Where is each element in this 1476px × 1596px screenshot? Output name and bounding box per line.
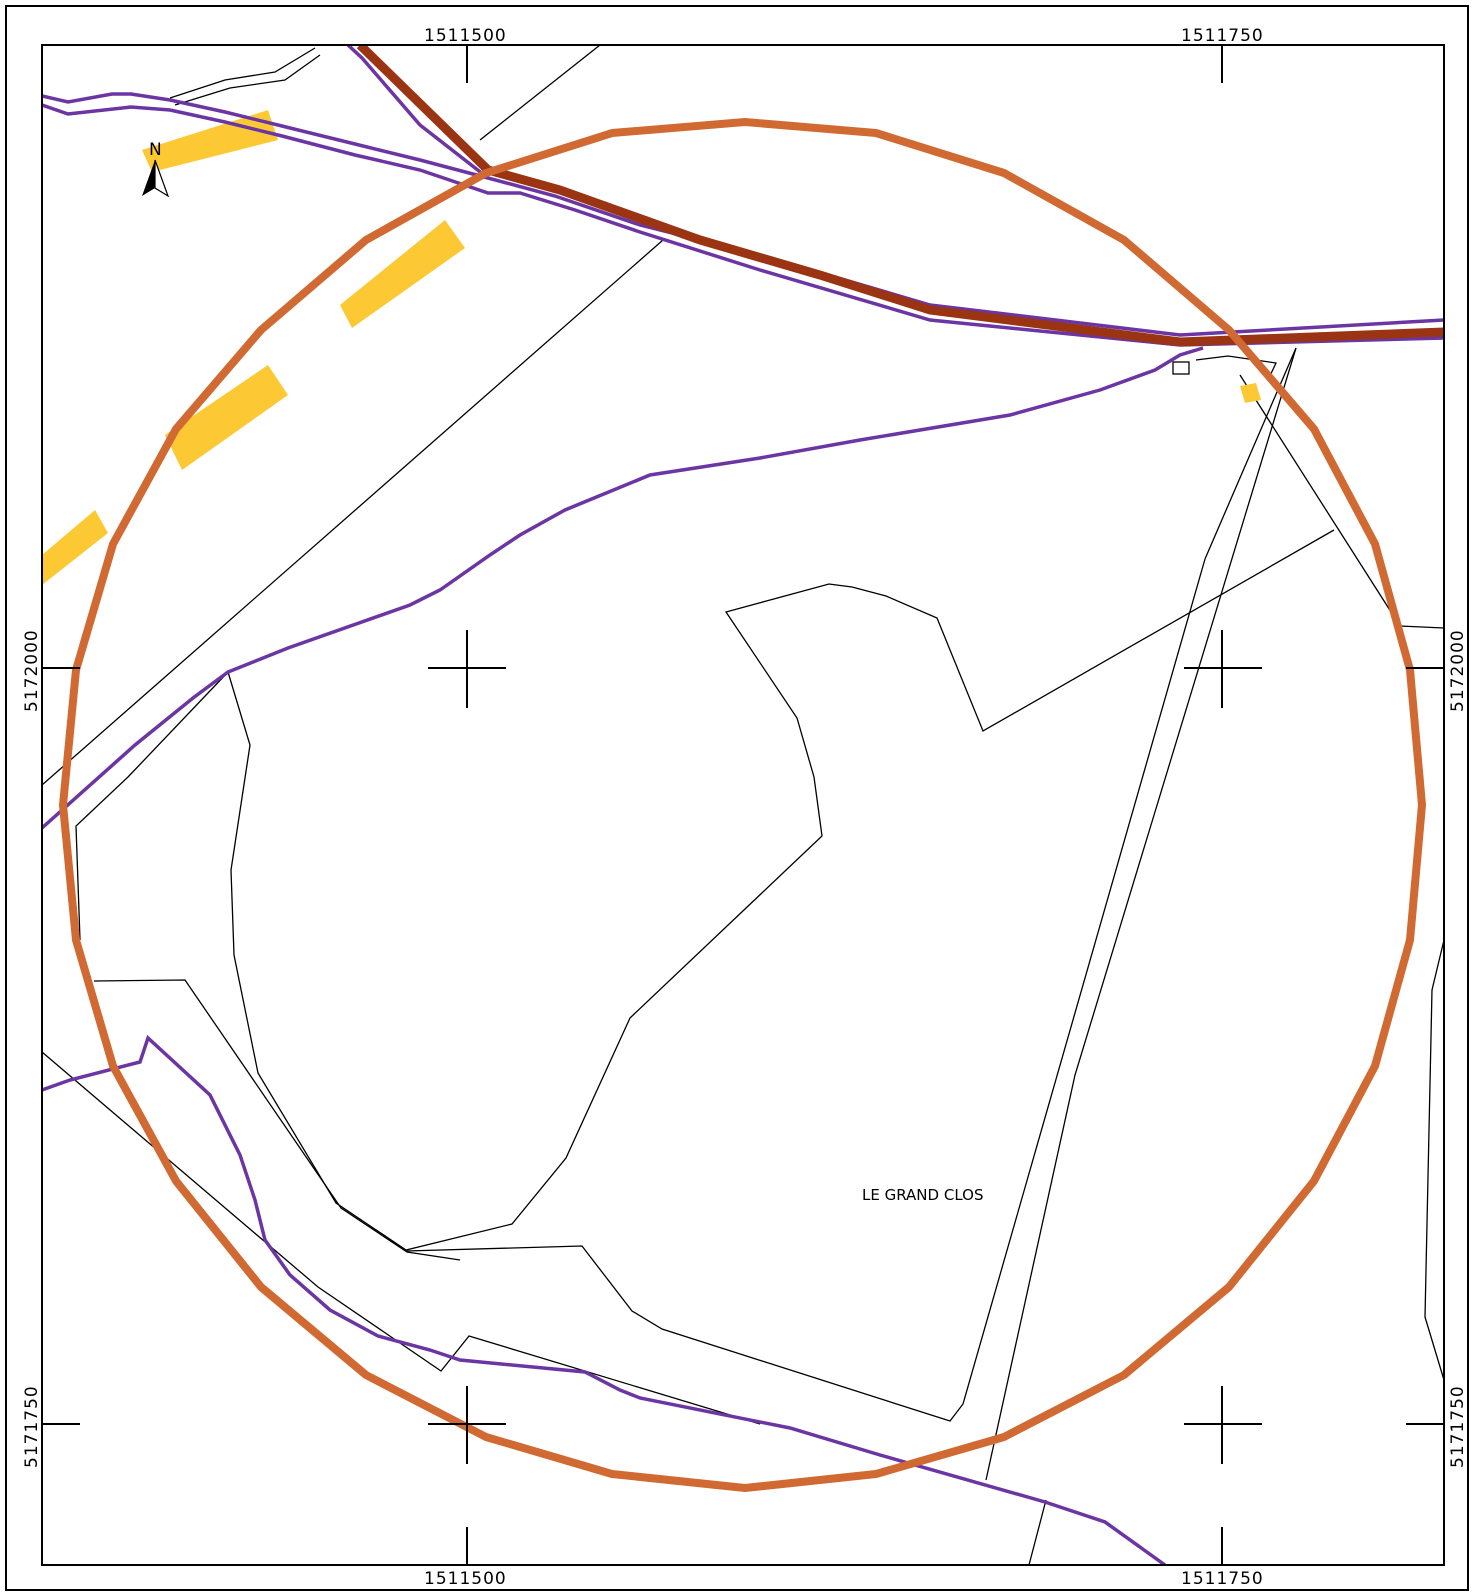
parcel-line — [405, 558, 1206, 1422]
building — [165, 365, 288, 470]
road — [42, 346, 1204, 830]
parcel-line — [479, 45, 601, 141]
main-road — [356, 45, 1444, 347]
place-label: LE GRAND CLOS — [862, 1186, 983, 1204]
north-arrow-icon: N — [142, 140, 170, 198]
grid-cross — [1184, 1386, 1262, 1464]
map-neatline — [41, 44, 1445, 1566]
north-arrow-label: N — [149, 140, 163, 160]
y-label-right-2: 5171750 — [1448, 1385, 1468, 1468]
x-label-bottom-1: 1511500 — [424, 1569, 507, 1589]
y-label-right-1: 5172000 — [1448, 629, 1468, 712]
parcel-line — [985, 347, 1297, 1481]
map-content — [42, 45, 1444, 1565]
road — [42, 103, 1444, 347]
parcel-line — [75, 671, 229, 941]
parcel-line — [174, 54, 321, 106]
grid-ticks — [42, 45, 1444, 1565]
grid-cross — [428, 1386, 506, 1464]
road — [346, 45, 1444, 337]
buildings — [42, 110, 1261, 585]
parcel-line — [227, 529, 1335, 1251]
roads — [42, 45, 1444, 1565]
small-building-outline — [1172, 361, 1190, 375]
buffer-circle — [59, 118, 1426, 1492]
parcel-line — [42, 1051, 761, 1425]
parcel-line — [1424, 939, 1444, 1381]
grid-cross — [1184, 630, 1262, 708]
parcel-line — [93, 979, 461, 1261]
parcel-line — [1028, 1499, 1047, 1565]
road — [42, 92, 489, 180]
parcel-line — [42, 239, 664, 786]
road — [42, 1034, 1167, 1565]
grid-cross — [428, 630, 506, 708]
x-label-bottom-2: 1511750 — [1181, 1569, 1264, 1589]
building — [1240, 383, 1261, 403]
parcel-line — [1204, 347, 1297, 560]
y-label-left-1: 5172000 — [22, 629, 42, 712]
building — [42, 510, 108, 585]
x-label-top-1: 1511500 — [424, 26, 507, 46]
parcel-line — [169, 47, 316, 99]
parcel-line — [1239, 374, 1444, 629]
x-label-top-2: 1511750 — [1181, 26, 1264, 46]
parcel-lines — [42, 45, 1444, 1565]
page-border — [5, 5, 1469, 1591]
building — [340, 220, 465, 328]
y-label-left-2: 5171750 — [22, 1385, 42, 1468]
